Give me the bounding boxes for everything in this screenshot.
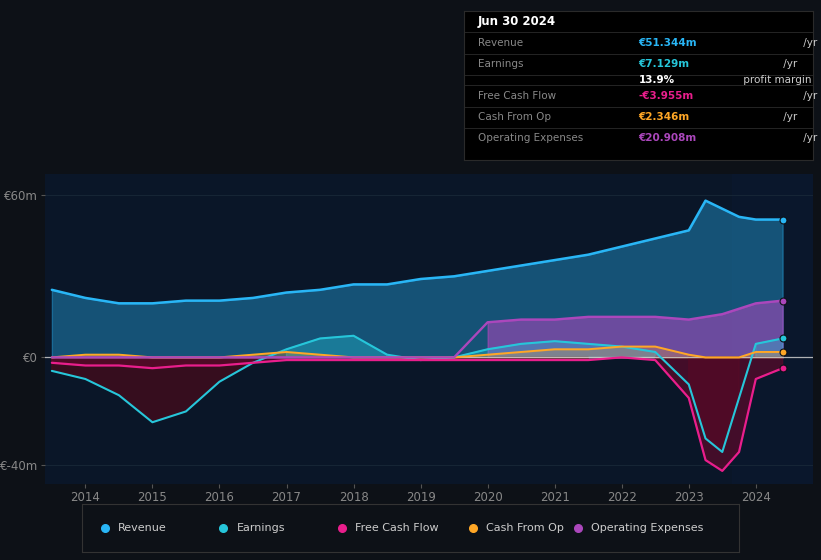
Text: -€3.955m: -€3.955m (639, 91, 694, 101)
Text: Free Cash Flow: Free Cash Flow (478, 91, 556, 101)
Text: Earnings: Earnings (478, 59, 523, 69)
Text: /yr: /yr (780, 112, 797, 122)
Text: 13.9%: 13.9% (639, 75, 675, 85)
Text: €7.129m: €7.129m (639, 59, 690, 69)
Text: Cash From Op: Cash From Op (486, 523, 564, 533)
Text: Free Cash Flow: Free Cash Flow (355, 523, 438, 533)
Text: €2.346m: €2.346m (639, 112, 690, 122)
Text: /yr: /yr (800, 38, 818, 48)
Text: Jun 30 2024: Jun 30 2024 (478, 15, 556, 29)
Text: Earnings: Earnings (236, 523, 285, 533)
Bar (732, 174, 813, 484)
Text: profit margin: profit margin (740, 75, 811, 85)
Text: Revenue: Revenue (118, 523, 167, 533)
Text: Operating Expenses: Operating Expenses (591, 523, 704, 533)
Text: Operating Expenses: Operating Expenses (478, 133, 583, 143)
Text: €51.344m: €51.344m (639, 38, 697, 48)
Text: €20.908m: €20.908m (639, 133, 696, 143)
Text: /yr: /yr (780, 59, 797, 69)
Text: /yr: /yr (800, 91, 818, 101)
Text: Revenue: Revenue (478, 38, 523, 48)
Text: /yr: /yr (800, 133, 818, 143)
Text: Cash From Op: Cash From Op (478, 112, 551, 122)
